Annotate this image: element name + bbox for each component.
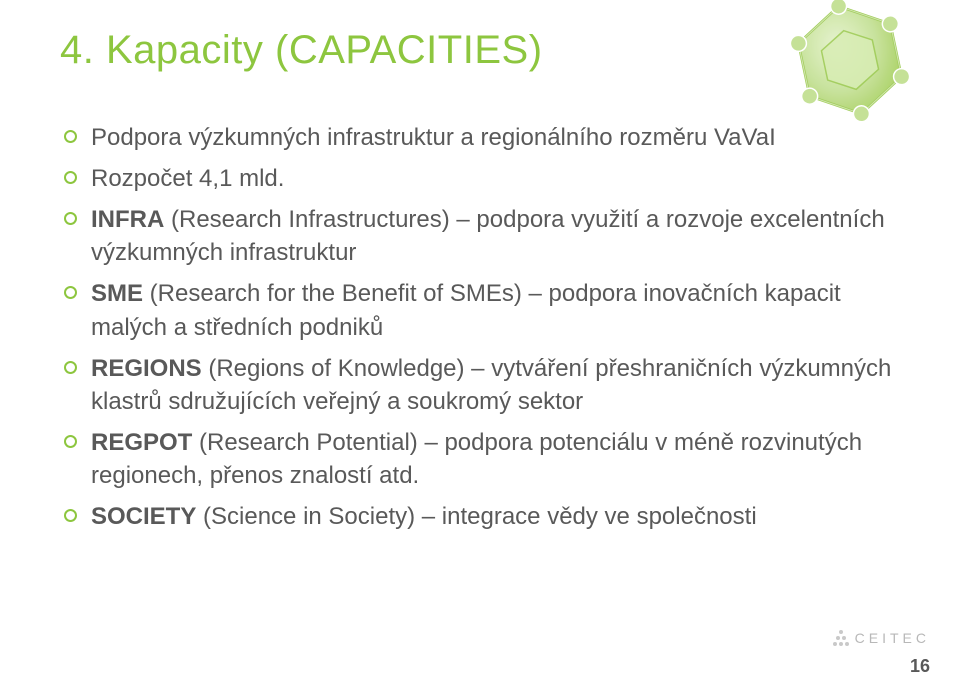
list-item: INFRA (Research Infrastructures) – podpo…	[64, 203, 900, 269]
ceitec-logo: CEITEC	[833, 630, 930, 646]
list-item: REGPOT (Research Potential) – podpora po…	[64, 426, 900, 492]
bullet-icon	[64, 361, 77, 374]
list-item: SOCIETY (Science in Society) – integrace…	[64, 500, 900, 533]
logo-text: CEITEC	[855, 630, 930, 646]
logo-dots-icon	[833, 630, 849, 646]
bullet-icon	[64, 286, 77, 299]
slide-footer: CEITEC 16	[833, 630, 930, 677]
page-number: 16	[910, 656, 930, 677]
bullet-icon	[64, 171, 77, 184]
list-item: REGIONS (Regions of Knowledge) – vytváře…	[64, 352, 900, 418]
list-item: SME (Research for the Benefit of SMEs) –…	[64, 277, 900, 343]
bullet-icon	[64, 212, 77, 225]
bullet-icon	[64, 509, 77, 522]
decorative-hex-graphic	[720, 0, 960, 200]
bullet-icon	[64, 435, 77, 448]
bullet-icon	[64, 130, 77, 143]
